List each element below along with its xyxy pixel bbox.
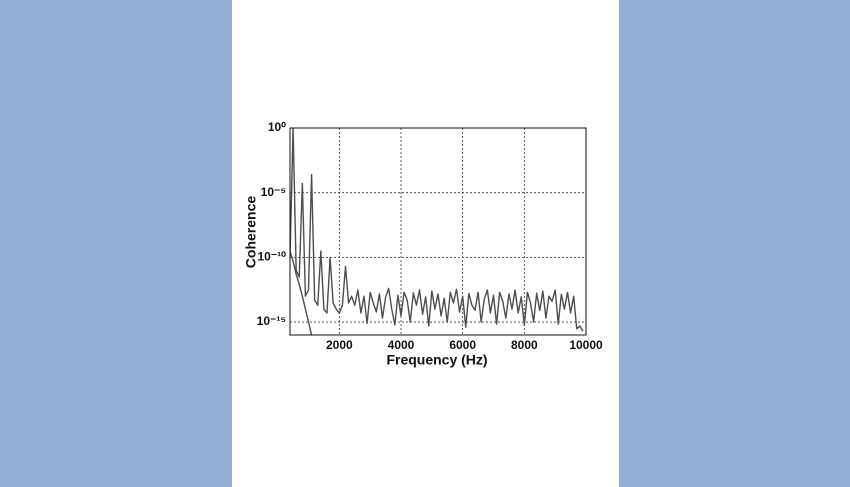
y-axis-label: Coherence [243, 196, 259, 269]
x-tick-label: 10000 [569, 338, 603, 352]
x-tick-label: 2000 [326, 338, 353, 352]
y-tick-label: 10⁻¹⁵ [257, 314, 286, 328]
y-tick-label: 10⁻⁵ [261, 185, 286, 199]
x-tick-label: 4000 [388, 338, 415, 352]
data-line [290, 250, 313, 335]
x-axis-label: Frequency (Hz) [386, 352, 487, 368]
x-tick-label: 6000 [449, 338, 476, 352]
plot-lines [290, 128, 584, 335]
plot-frame [289, 127, 587, 336]
y-tick-label: 10⁰ [268, 120, 286, 134]
side-panel [619, 0, 850, 487]
y-tick-label: 10⁻¹⁰ [258, 250, 287, 264]
x-tick-label: 8000 [511, 338, 538, 352]
side-panel [0, 0, 232, 487]
data-line [290, 128, 584, 332]
